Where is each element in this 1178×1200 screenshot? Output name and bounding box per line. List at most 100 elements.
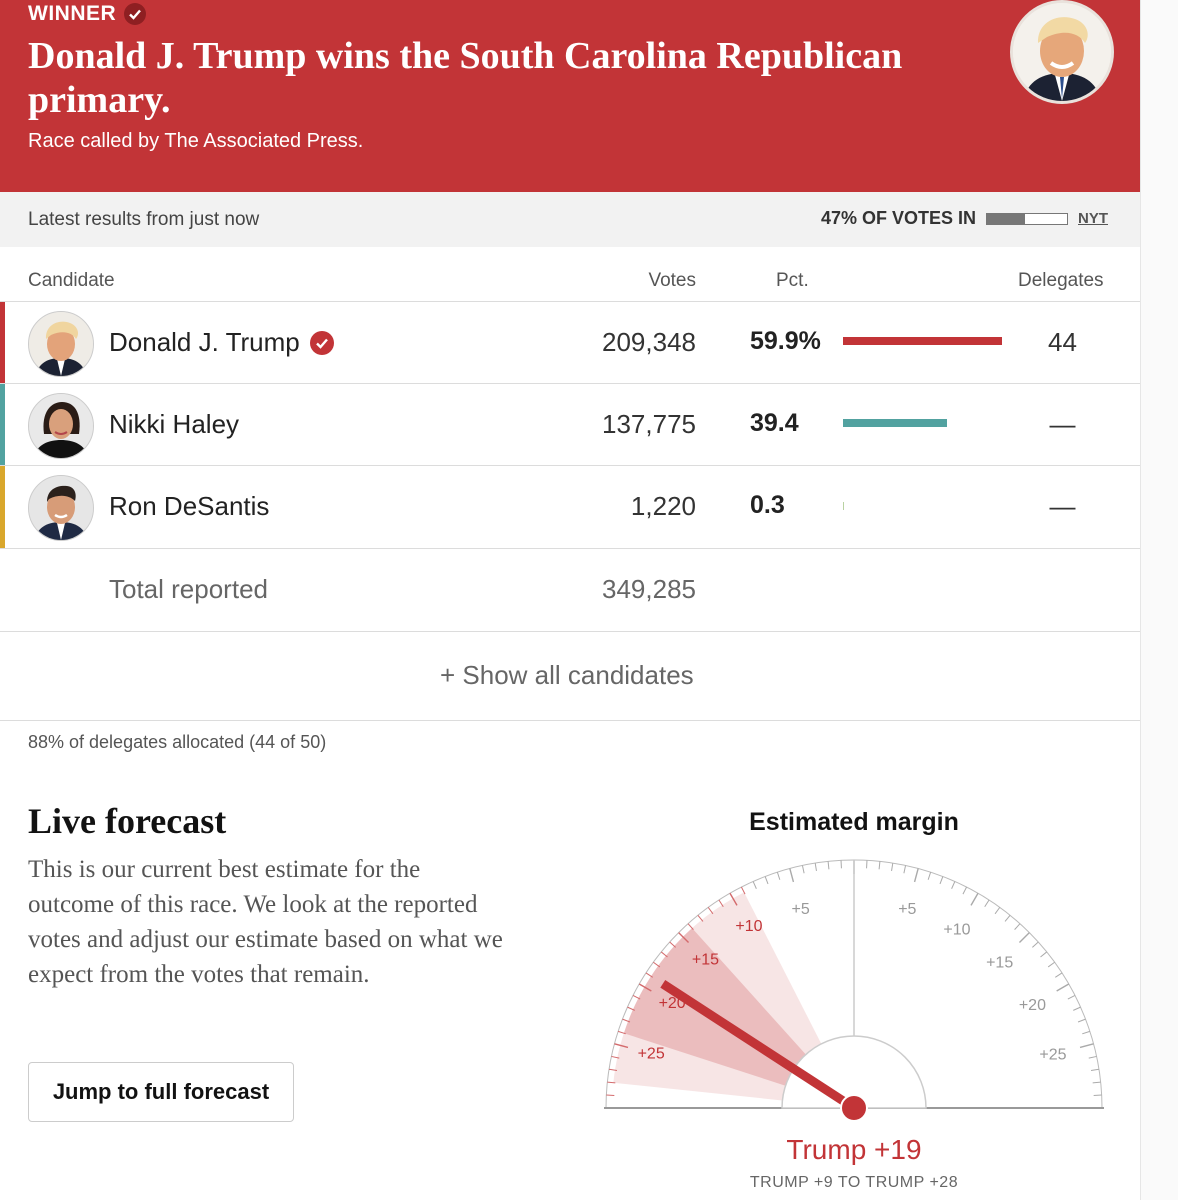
race-called-note: Race called by The Associated Press. [28, 130, 364, 152]
table-row: Donald J. Trump 209,348 59.9% 44 [0, 301, 1140, 384]
candidate-votes: 1,220 [630, 491, 696, 521]
gauge-needle [660, 980, 857, 1112]
gauge-tick [951, 881, 956, 889]
gauge-tick [1088, 1055, 1097, 1059]
gauge-tick [653, 961, 661, 968]
header-delegates: Delegates [1018, 270, 1104, 291]
page-gutter [1140, 0, 1178, 1200]
winner-tag: WINNER [28, 0, 147, 28]
gauge-tick [984, 899, 990, 907]
gauge-tick [1032, 941, 1039, 948]
gauge-tick [740, 886, 746, 895]
delegates-allocated-note: 88% of delegates allocated (44 of 50) [28, 732, 327, 752]
candidate-pct: 0.3 [750, 491, 785, 519]
winner-label: WINNER [28, 2, 117, 25]
party-stripe [0, 302, 5, 384]
candidate-name-text: Ron DeSantis [109, 491, 270, 521]
candidate-votes: 209,348 [602, 327, 696, 357]
gauge-tick [638, 983, 652, 992]
header-candidate: Candidate [28, 270, 115, 291]
votes-in-indicator: 47% OF VOTES IN NYT [821, 208, 1108, 229]
gauge-tick [1056, 983, 1070, 992]
gauge-tick [622, 1018, 631, 1023]
total-label: Total reported [109, 574, 268, 604]
gauge-tick [1018, 932, 1030, 944]
gauge-label-left: +25 [638, 1046, 665, 1063]
header-votes: Votes [648, 270, 696, 291]
gauge-tick [678, 932, 690, 944]
candidate-name: Donald J. Trump [109, 327, 334, 358]
header-pct: Pct. [776, 270, 809, 291]
forecast-description: This is our current best estimate for th… [28, 856, 503, 988]
show-all-row: + Show all candidates [0, 631, 1140, 721]
gauge-tick [632, 994, 641, 1000]
gauge-label-right: +5 [898, 901, 916, 918]
gauge-tick [1047, 961, 1055, 968]
votes-in-label: 47% OF VOTES IN [820, 208, 976, 228]
gauge-tick [687, 923, 694, 930]
table-row: Nikki Haley 137,775 39.4 — [0, 383, 1140, 466]
gauge-tick [617, 1030, 626, 1035]
gauge-tick [776, 871, 781, 880]
pct-bar [843, 419, 948, 427]
candidate-delegates: — [1049, 409, 1076, 439]
gauge-label-right: +10 [943, 922, 970, 939]
gauge-tick [891, 862, 894, 872]
outer-range-band [613, 892, 854, 1108]
gauge-hub [781, 1035, 927, 1109]
gauge-title: Estimated margin [749, 808, 959, 836]
gauge-tick [718, 899, 724, 907]
party-stripe [0, 466, 5, 548]
candidate-pct: 59.9% [750, 327, 821, 355]
avatar [28, 311, 94, 377]
gauge-tick [1077, 1018, 1086, 1023]
gauge-tick [669, 941, 676, 948]
gauge-tick [764, 876, 769, 885]
gauge-tick [1082, 1030, 1091, 1035]
gauge-tick [614, 1043, 629, 1049]
avatar [28, 393, 94, 459]
candidate-name-text: Donald J. Trump [109, 327, 300, 357]
gauge-tick [1090, 1068, 1100, 1071]
results-page: WINNER Donald J. Trump wins the South Ca… [0, 0, 1140, 1191]
show-all-candidates-button[interactable]: + Show all candidates [440, 660, 694, 690]
gauge-tick [1055, 972, 1063, 978]
gauge-tick [962, 886, 968, 895]
gauge-tick [697, 914, 704, 922]
gauge-label-left: +15 [692, 952, 719, 969]
nyt-source-link[interactable]: NYT [1078, 210, 1108, 227]
inner-range-band [623, 928, 854, 1108]
gauge-tick [970, 892, 979, 906]
total-votes: 349,285 [602, 574, 696, 604]
total-row: Total reported 349,285 [0, 548, 1140, 631]
candidate-name: Nikki Haley [109, 409, 239, 440]
gauge-tick [660, 951, 668, 958]
party-stripe [0, 384, 5, 466]
checkmark-icon [124, 3, 147, 25]
gauge-tick [878, 861, 881, 870]
gauge-tick [607, 1081, 616, 1084]
gauge-label-left: +10 [735, 918, 762, 935]
gauge-tick [903, 865, 907, 874]
gauge-tick [913, 868, 919, 883]
gauge-tick [1079, 1043, 1094, 1049]
gauge-tick [994, 907, 1001, 915]
gauge-tick [789, 868, 795, 883]
gauge-tick [1004, 914, 1011, 922]
gauge-tick [752, 881, 757, 889]
pct-bar [843, 502, 844, 510]
gauge-result: Trump +19 [786, 1134, 922, 1165]
headline: Donald J. Trump wins the South Carolina … [28, 35, 903, 121]
gauge-tick [627, 1006, 635, 1011]
candidate-delegates: 44 [1048, 327, 1077, 357]
gauge-tick [814, 862, 817, 872]
candidate-name: Ron DeSantis [109, 491, 269, 522]
gauge-tick [1092, 1081, 1101, 1084]
gauge-tick [1067, 994, 1076, 1000]
margin-gauge: +10+15+20+25+5 +5+10+15+20+25 [604, 859, 1104, 1122]
forecast-title: Live forecast [28, 801, 227, 841]
pct-bar [843, 337, 1002, 345]
gauge-tick [801, 865, 805, 874]
jump-to-forecast-button[interactable]: Jump to full forecast [28, 1062, 294, 1122]
winner-banner: WINNER Donald J. Trump wins the South Ca… [0, 0, 1140, 192]
